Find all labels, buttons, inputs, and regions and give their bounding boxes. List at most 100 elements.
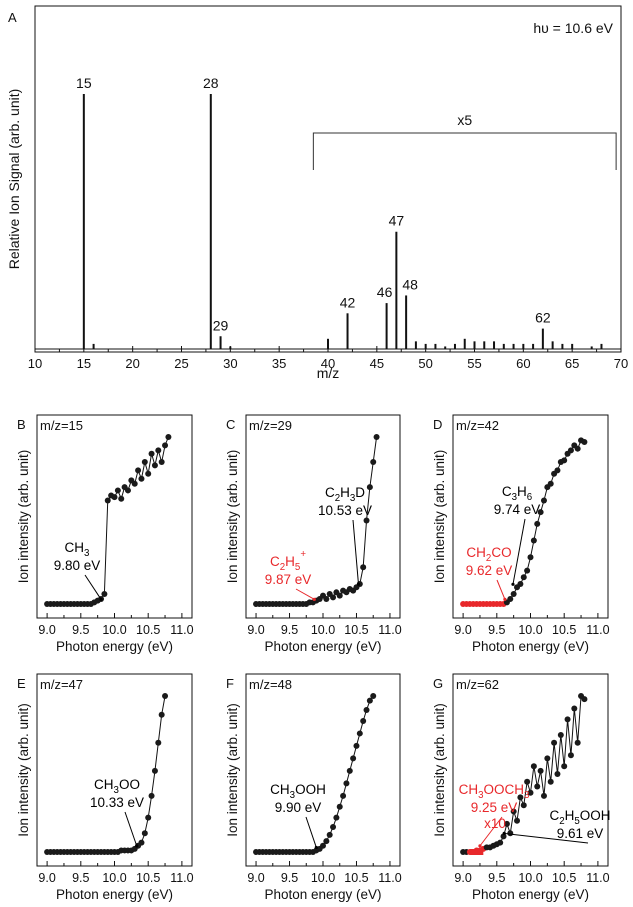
- data-point: [131, 480, 138, 487]
- formula-part: CH: [270, 782, 290, 797]
- x-tick-label: 9.0: [454, 623, 471, 637]
- x-tick-label: 10.5: [552, 871, 576, 885]
- y-axis-label: Ion intensity (arb. unit): [432, 450, 447, 584]
- x-tick-label: 25: [174, 356, 188, 371]
- peak-label: 62: [535, 310, 551, 326]
- arrow-head: [314, 845, 318, 850]
- data-point: [581, 439, 588, 446]
- photon-energy-label: hυ = 10.6 eV: [533, 20, 613, 36]
- x-tick-label: 9.0: [454, 871, 471, 885]
- annotation-arrow: [504, 832, 589, 844]
- x-axis-label: Photon energy (eV): [472, 639, 589, 654]
- data-point: [554, 467, 561, 474]
- x-tick-label: 10.5: [136, 623, 160, 637]
- formula-part: OOH: [295, 782, 326, 797]
- data-point: [118, 495, 125, 502]
- formula-part: H: [517, 484, 527, 499]
- data-point: [537, 509, 544, 516]
- panel-a: A 15 28 29 42 46 47 48 62 10 15 20 25 30 35 40 45 50 55 60 6…: [6, 5, 628, 381]
- data-point: [151, 767, 158, 774]
- plot-frame: [245, 673, 401, 867]
- formula-part: 3: [478, 790, 483, 801]
- data-point: [373, 434, 380, 440]
- formula-part: 3: [84, 548, 89, 559]
- formula-part: OOH: [580, 808, 611, 823]
- x-axis-label: Photon energy (eV): [264, 639, 381, 654]
- peak-label: 48: [402, 276, 418, 292]
- data-point: [165, 434, 172, 440]
- mz-label: m/z=62: [456, 677, 499, 692]
- x-tick-label: 60: [516, 356, 530, 371]
- arrow-head: [135, 844, 139, 848]
- x-axis-label: Photon energy (eV): [264, 887, 381, 902]
- data-point: [346, 767, 353, 774]
- x-axis-label: Photon energy (eV): [472, 887, 589, 902]
- x-tick-label: 11.0: [170, 871, 193, 885]
- annotation-arrow: [479, 816, 503, 847]
- x-tick-label: 45: [370, 356, 384, 371]
- data-point: [104, 497, 111, 504]
- onset-energy-label: 9.90 eV: [275, 800, 322, 815]
- data-point: [527, 789, 534, 796]
- x-tick-label: 9.5: [281, 871, 298, 885]
- x-tick-label: 10.5: [136, 871, 160, 885]
- formula-part: 2: [335, 493, 340, 504]
- y-axis-label: Ion intensity (arb. unit): [16, 703, 31, 837]
- data-point: [135, 467, 142, 474]
- data-point: [507, 830, 514, 837]
- panel-letter: C: [226, 417, 235, 432]
- data-point: [500, 833, 507, 840]
- formula-part: 3: [524, 790, 529, 801]
- data-point: [141, 459, 148, 466]
- species-formula: CH2CO: [466, 545, 511, 564]
- data-point: [360, 717, 367, 724]
- plot-frame: [34, 5, 622, 353]
- data-point: [520, 802, 527, 809]
- data-point: [323, 838, 330, 845]
- annotation-arrow: [496, 579, 506, 600]
- data-point: [114, 487, 121, 494]
- formula-part: 2: [559, 816, 564, 827]
- x-tick-label: 55: [467, 356, 481, 371]
- arrow-head: [502, 831, 506, 836]
- species-formula: CH3OOCH3: [459, 782, 530, 801]
- data-point: [534, 783, 541, 790]
- y-axis-label: Ion intensity (arb. unit): [432, 703, 447, 837]
- data-point: [540, 792, 547, 799]
- formula-part: 5: [295, 562, 300, 573]
- onset-energy-label: 9.61 eV: [557, 826, 604, 841]
- x-tick-label: 9.5: [488, 623, 505, 637]
- x-tick-label: 11.0: [586, 623, 609, 637]
- panel-letter: B: [17, 417, 26, 432]
- data-point: [510, 590, 517, 597]
- data-point: [162, 442, 169, 449]
- x-tick-label: 10.5: [552, 623, 576, 637]
- annotation-arrow: [512, 518, 526, 585]
- data-line: [47, 695, 166, 853]
- data-point: [567, 447, 574, 454]
- data-point: [145, 470, 152, 477]
- arrow-head: [99, 597, 103, 601]
- peak-label: 15: [76, 75, 92, 91]
- formula-part: CH: [94, 777, 114, 792]
- y-axis-label: Ion intensity (arb. unit): [225, 450, 240, 584]
- onset-energy-label: 9.74 eV: [494, 502, 541, 517]
- x-tick-label: 9.0: [38, 623, 55, 637]
- scale-factor-label: x10: [484, 816, 506, 831]
- formula-part: 3: [290, 790, 295, 801]
- formula-part: 2: [280, 562, 285, 573]
- data-point: [330, 594, 337, 601]
- data-point: [534, 520, 541, 527]
- x-tick-label: 9.5: [281, 623, 298, 637]
- x-tick-label: 10.5: [344, 871, 368, 885]
- panel-letter: F: [226, 676, 234, 691]
- x-tick-label: 11.0: [586, 871, 609, 885]
- formula-part: 3: [512, 492, 517, 503]
- data-point: [520, 574, 527, 581]
- mz-label: m/z=15: [40, 418, 83, 433]
- annotation-arrow: [305, 816, 317, 848]
